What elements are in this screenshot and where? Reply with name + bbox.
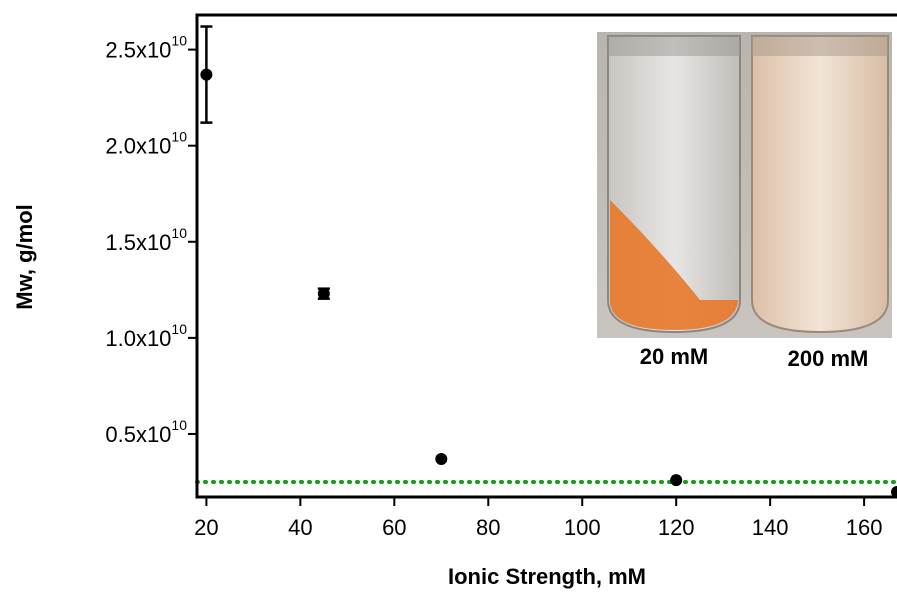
- data-point: [670, 474, 682, 486]
- y-tick-label: 2.0x1010: [105, 129, 187, 159]
- y-tick-label-exponent: 10: [171, 33, 187, 49]
- data-point: [435, 453, 447, 465]
- inset-label: 20 mM: [640, 344, 708, 369]
- chart: 20 mM 200 mM Ionic Strength, mM Mw, g/mo…: [0, 0, 897, 595]
- x-tick-label: 160: [846, 515, 883, 540]
- x-tick-label: 60: [382, 515, 406, 540]
- data-point: [318, 288, 330, 300]
- y-tick-label: 1.5x1010: [105, 225, 187, 255]
- y-tick-label: 1.0x1010: [105, 321, 187, 351]
- x-axis-label: Ionic Strength, mM: [448, 564, 646, 589]
- y-tick-label-base: 2.5x10: [105, 38, 171, 63]
- page: 20 mM 200 mM Ionic Strength, mM Mw, g/mo…: [0, 0, 897, 600]
- x-tick-label: 120: [658, 515, 695, 540]
- inset-label: 200 mM: [788, 346, 869, 371]
- inset-photo: [597, 32, 892, 338]
- x-tick-label: 140: [752, 515, 789, 540]
- y-tick-label-exponent: 10: [171, 417, 187, 433]
- y-tick-label-base: 2.0x10: [105, 134, 171, 159]
- y-tick-label: 0.5x1010: [105, 417, 187, 447]
- y-tick-label-base: 1.0x10: [105, 326, 171, 351]
- y-tick-label-exponent: 10: [171, 129, 187, 145]
- y-tick-label-base: 1.5x10: [105, 230, 171, 255]
- y-tick-label-exponent: 10: [171, 321, 187, 337]
- y-tick-label: 2.5x1010: [105, 33, 187, 63]
- y-tick-label-base: 0.5x10: [105, 422, 171, 447]
- y-tick-label-exponent: 10: [171, 225, 187, 241]
- data-point: [200, 69, 212, 81]
- x-tick-label: 40: [288, 515, 312, 540]
- x-tick-label: 100: [564, 515, 601, 540]
- x-tick-label: 20: [194, 515, 218, 540]
- y-axis-label: Mw, g/mol: [12, 204, 37, 310]
- x-tick-label: 80: [476, 515, 500, 540]
